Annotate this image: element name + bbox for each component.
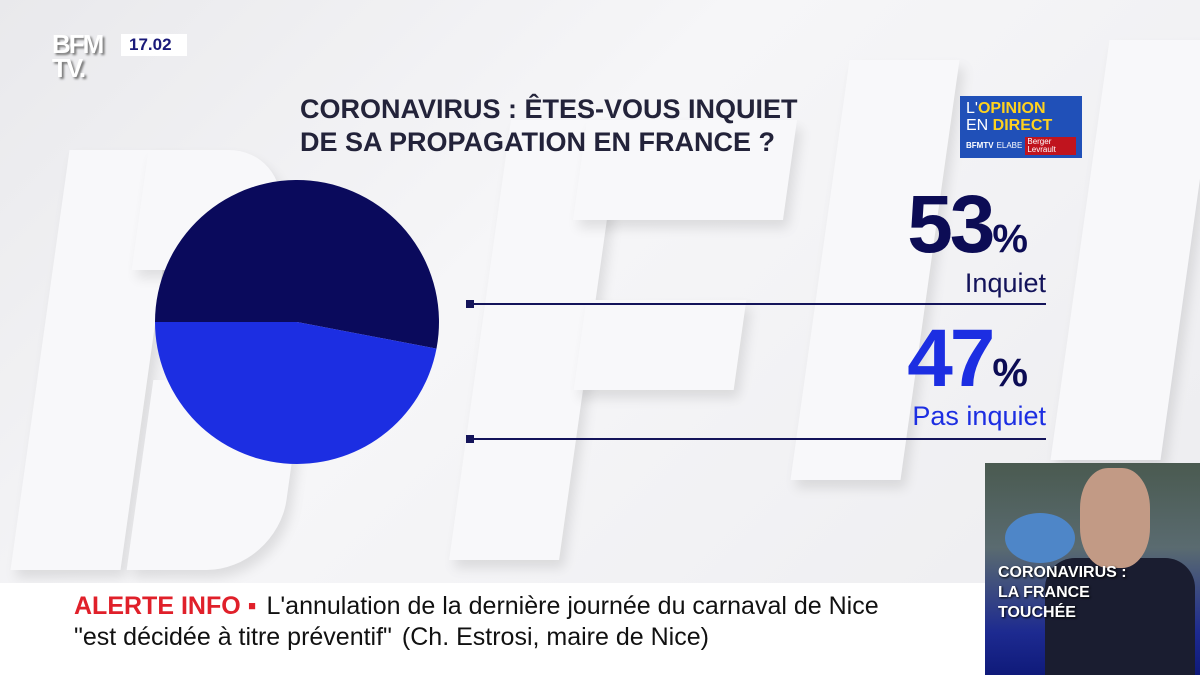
- badge-partner: Berger Levrault: [1025, 137, 1076, 155]
- title-line-1: CORONAVIRUS : ÊTES-VOUS INQUIET: [300, 94, 798, 124]
- divider-line: [466, 300, 1046, 308]
- alerte-info-label: ALERTE INFO ▪: [74, 592, 257, 620]
- value-pas-inquiet: 47%: [907, 318, 1028, 400]
- ticker-quote: "est décidée à titre préventif": [74, 623, 392, 651]
- ticker-line-1: ALERTE INFO ▪ L'annulation de la dernière…: [74, 592, 879, 621]
- person-face: [1080, 468, 1150, 568]
- label-inquiet: Inquiet: [964, 268, 1046, 298]
- percent-sign: %: [992, 217, 1028, 261]
- pie-slice-inquiet: [155, 180, 439, 349]
- title-line-2: DE SA PROPAGATION EN FRANCE ?: [300, 127, 776, 157]
- bfmtv-logo: BFM TV.: [52, 29, 104, 83]
- value-number: 53: [907, 179, 995, 270]
- ticker-text: L'annulation de la dernière journée du c…: [266, 592, 879, 620]
- pie-chart: [155, 180, 439, 465]
- clock: 17.02: [121, 34, 187, 56]
- pie-slice-pas-inquiet: [155, 322, 437, 465]
- ticker-line-2: "est décidée à titre préventif" (Ch. Estr…: [74, 623, 709, 652]
- thumbnail-caption: CORONAVIRUS : LA FRANCE TOUCHÉE: [998, 563, 1127, 623]
- caption-line: CORONAVIRUS :: [998, 564, 1127, 581]
- next-segment-thumbnail: CORONAVIRUS : LA FRANCE TOUCHÉE: [985, 463, 1200, 675]
- person-suit: [1045, 558, 1195, 675]
- caption-line: TOUCHÉE: [998, 604, 1076, 621]
- value-inquiet: 53%: [907, 184, 1028, 266]
- badge-bfmtv: BFMTV: [966, 141, 994, 150]
- label-pas-inquiet: Pas inquiet: [912, 401, 1046, 431]
- percent-sign: %: [992, 351, 1028, 395]
- caption-line: LA FRANCE: [998, 584, 1090, 601]
- surgical-cap: [1005, 513, 1075, 563]
- news-ticker: [0, 583, 985, 675]
- badge-text: DIRECT: [992, 117, 1053, 134]
- value-number: 47: [907, 313, 995, 404]
- badge-elabe: ELABE: [996, 141, 1023, 150]
- badge-text: L': [966, 100, 978, 117]
- opinion-en-direct-badge: L'OPINION EN DIRECT BFMTV ELABE Berger Lev…: [960, 96, 1082, 158]
- poll-title: CORONAVIRUS : ÊTES-VOUS INQUIET DE SA PR…: [300, 93, 798, 159]
- divider-line: [466, 435, 1046, 443]
- badge-text: EN: [966, 117, 993, 134]
- badge-text: OPINION: [977, 100, 1046, 117]
- ticker-source: (Ch. Estrosi, maire de Nice): [401, 623, 709, 651]
